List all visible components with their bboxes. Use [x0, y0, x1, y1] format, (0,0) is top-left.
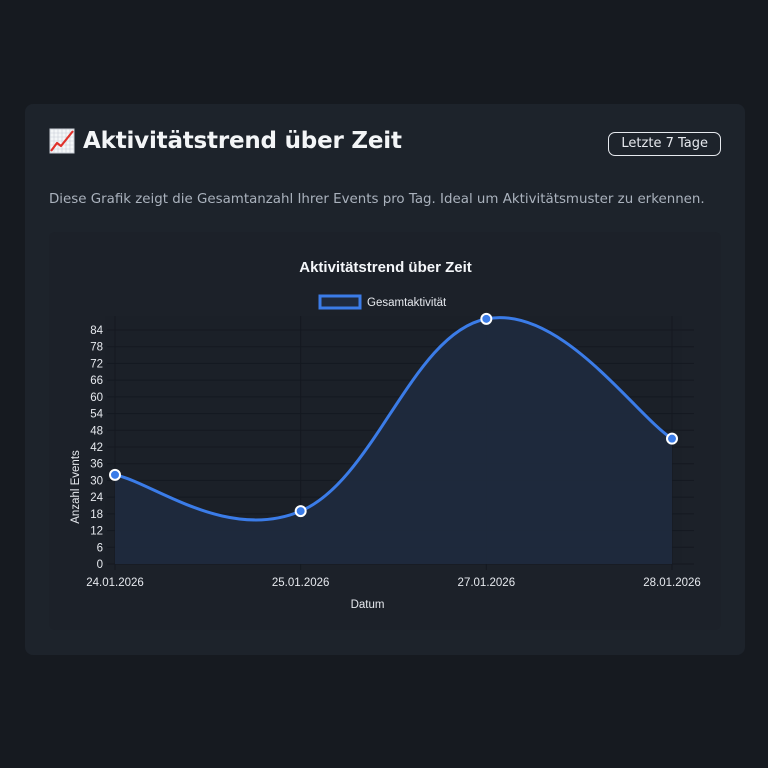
card-title-text: Aktivitätstrend über Zeit: [83, 128, 402, 154]
chart-container: 0 6 12 18 24 30 36 42 48 54 60 66 72 78 84 24.01.2026 25…: [49, 232, 721, 630]
y-tick-label: 66: [90, 375, 103, 387]
x-tick-label: 24.01.2026: [86, 577, 144, 589]
time-range-badge[interactable]: Letzte 7 Tage: [608, 132, 721, 156]
legend-swatch[interactable]: [318, 294, 362, 310]
data-point[interactable]: [294, 505, 307, 518]
y-tick-label: 30: [90, 475, 103, 487]
series-line: [114, 316, 673, 522]
x-tick-label: 27.01.2026: [458, 577, 516, 589]
y-tick-label: 42: [90, 442, 103, 454]
y-tick-label: 36: [90, 459, 103, 471]
y-tick-label: 72: [90, 358, 103, 370]
x-tick-label: 28.01.2026: [643, 577, 701, 589]
x-axis-label: Datum: [351, 599, 385, 611]
legend-label[interactable]: Gesamtaktivität: [367, 297, 447, 309]
chart-increasing-icon: [49, 128, 75, 154]
y-tick-label: 54: [90, 409, 103, 421]
y-tick-label: 78: [90, 342, 103, 354]
y-tick-label: 24: [90, 492, 103, 504]
card-title: Aktivitätstrend über Zeit: [49, 128, 402, 154]
line-chart: 0 6 12 18 24 30 36 42 48 54 60 66 72 78 84 24.01.2026 25…: [70, 259, 701, 611]
y-tick-label: 60: [90, 392, 103, 404]
data-point[interactable]: [109, 468, 121, 481]
chart-title: Aktivitätstrend über Zeit: [299, 259, 472, 276]
area-fill: [115, 317, 672, 564]
y-tick-label: 48: [90, 425, 103, 437]
x-tick-label: 25.01.2026: [272, 577, 330, 589]
card-header: Aktivitätstrend über Zeit Letzte 7 Tage: [49, 128, 721, 160]
y-tick-label: 84: [90, 325, 103, 337]
y-tick-label: 12: [90, 526, 103, 538]
data-point[interactable]: [666, 432, 678, 445]
y-tick-label: 0: [97, 559, 103, 571]
card-description: Diese Grafik zeigt die Gesamtanzahl Ihre…: [49, 192, 705, 207]
y-tick-label: 6: [97, 542, 103, 554]
activity-trend-card: Aktivitätstrend über Zeit Letzte 7 Tage …: [25, 104, 745, 655]
y-tick-label: 18: [90, 509, 103, 521]
y-axis-label: Anzahl Events: [70, 450, 82, 524]
data-point[interactable]: [480, 312, 493, 325]
